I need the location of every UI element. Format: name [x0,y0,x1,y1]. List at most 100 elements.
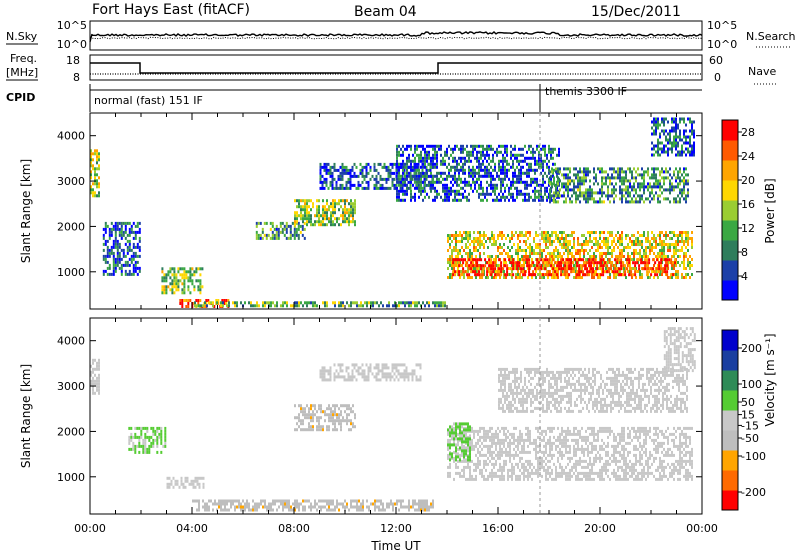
power-cell [181,282,184,286]
power-cell [679,135,681,139]
power-cell [440,153,442,157]
power-cell [498,273,501,277]
power-cell [422,156,424,160]
velocity-cell [266,505,268,509]
power-cell [543,264,545,267]
power-cell [446,153,448,157]
power-cell [330,217,332,221]
velocity-cell [332,416,334,420]
power-cell [420,153,422,157]
power-cell [375,177,378,181]
power-cell [509,240,511,243]
velocity-cell [359,372,362,376]
power-cell [481,234,483,237]
power-cell [619,188,621,192]
power-cell [506,273,509,277]
power-cell [406,301,408,305]
noise-sky-trace [89,31,703,43]
velocity-cell [358,505,360,509]
power-cell [279,230,282,234]
power-cell [634,270,637,274]
power-cell [591,197,593,201]
power-cell [199,291,202,295]
power-cell [635,237,637,240]
power-cell [306,199,308,203]
power-cell [110,272,113,276]
power-cell [663,176,665,180]
power-cell [197,267,200,271]
power-cell [516,192,518,196]
power-cell [296,214,298,218]
velocity-cell [280,502,282,506]
power-cell [542,273,545,277]
velocity-cell [196,482,199,486]
power-cell [410,177,412,181]
power-cell [511,270,513,273]
power-cell [365,180,368,184]
power-cell [334,208,336,212]
power-cell [457,261,459,264]
power-cell [114,242,117,246]
power-cell [655,240,657,243]
power-cell [331,177,334,181]
power-cell [402,198,404,202]
power-cell [480,174,482,178]
power-cell [675,273,677,276]
power-cell [570,261,573,265]
power-cell [524,186,526,190]
power-cell [561,194,563,198]
power-cell [625,237,627,240]
power-cell [183,273,186,277]
power-cell [532,168,534,172]
velocity-cell [334,413,336,417]
power-cell [549,188,551,192]
power-cell [645,249,647,252]
velocity-cell [326,425,328,429]
velocity-cell [212,502,214,506]
velocity-cell [388,502,390,506]
power-cell [605,267,607,270]
power-cell [489,261,491,264]
power-cell [541,234,543,237]
power-cell [609,194,611,198]
power-cell [269,236,272,240]
power-cell [387,165,390,169]
power-cell [478,264,481,268]
power-cell [183,282,186,286]
power-cell [338,199,340,203]
power-cell [404,162,406,166]
velocity-cell [328,407,330,411]
power-cell [357,183,360,187]
power-cell [495,255,497,258]
power-cell [673,117,675,121]
power-colorbar-band [722,200,738,221]
power-cell [534,267,537,271]
power-cell [498,258,501,262]
power-cell [634,264,637,268]
power-cell [677,153,679,157]
velocity-cell [340,419,342,423]
power-cell [165,285,168,289]
power-cell [652,258,655,262]
power-cell [449,264,451,267]
velocity-cell [330,413,332,417]
power-cell [532,198,534,202]
power-cell [108,254,111,258]
power-cell [261,230,264,234]
power-cell [605,252,607,255]
power-cell [540,183,542,187]
power-cell [603,240,605,243]
power-cell [591,240,593,243]
power-cell [523,255,525,258]
power-cell [655,132,657,136]
power-cell [573,188,575,192]
power-cell [415,174,418,178]
power-cell [568,264,571,268]
power-cell [110,245,113,249]
power-cell [361,174,364,178]
power-cell [512,264,515,268]
power-cell [619,185,621,189]
power-cell [365,171,368,175]
power-cell [545,243,547,246]
power-cell [302,217,304,221]
